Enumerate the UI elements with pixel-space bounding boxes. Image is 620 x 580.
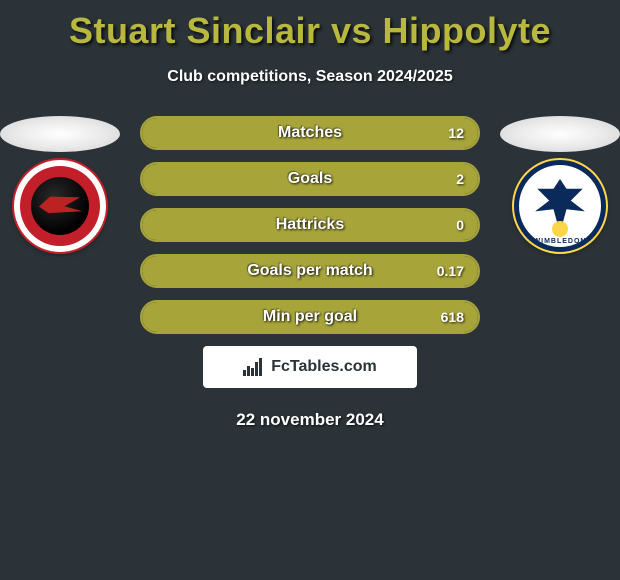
stat-value-right: 2	[456, 171, 464, 187]
stat-row: Min per goal618	[140, 300, 480, 334]
swift-icon	[38, 192, 83, 219]
stat-row: Hattricks0	[140, 208, 480, 242]
stat-label: Min per goal	[142, 308, 478, 326]
stat-label: Hattricks	[142, 216, 478, 234]
ball-icon	[552, 221, 568, 237]
player-left-photo	[0, 116, 120, 152]
stat-value-right: 12	[448, 125, 464, 141]
stat-row: Goals per match0.17	[140, 254, 480, 288]
brand-label: FcTables.com	[271, 358, 377, 376]
walsall-badge-inner	[31, 177, 89, 235]
wimbledon-text: WIMBLEDON	[519, 238, 601, 245]
stat-value-right: 618	[441, 309, 464, 325]
stat-value-right: 0	[456, 217, 464, 233]
brand-footer[interactable]: FcTables.com	[203, 346, 417, 388]
stat-label: Goals	[142, 170, 478, 188]
stat-row: Matches12	[140, 116, 480, 150]
stat-value-right: 0.17	[437, 263, 464, 279]
player-left-column	[0, 116, 120, 252]
stat-label: Goals per match	[142, 262, 478, 280]
stats-bars: Matches12 Goals2 Hattricks0 Goals per match…	[140, 116, 480, 334]
club-badge-walsall	[14, 160, 106, 252]
date-text: 22 november 2024	[0, 410, 620, 430]
page-title: Stuart Sinclair vs Hippolyte	[0, 0, 620, 52]
player-right-column: WIMBLEDON	[500, 116, 620, 252]
comparison-content: WIMBLEDON Matches12 Goals2 Hattricks0 Goals…	[0, 116, 620, 430]
bars-chart-icon	[243, 358, 265, 376]
page-subtitle: Club competitions, Season 2024/2025	[0, 68, 620, 86]
stat-row: Goals2	[140, 162, 480, 196]
stat-label: Matches	[142, 124, 478, 142]
player-right-photo	[500, 116, 620, 152]
club-badge-wimbledon: WIMBLEDON	[514, 160, 606, 252]
